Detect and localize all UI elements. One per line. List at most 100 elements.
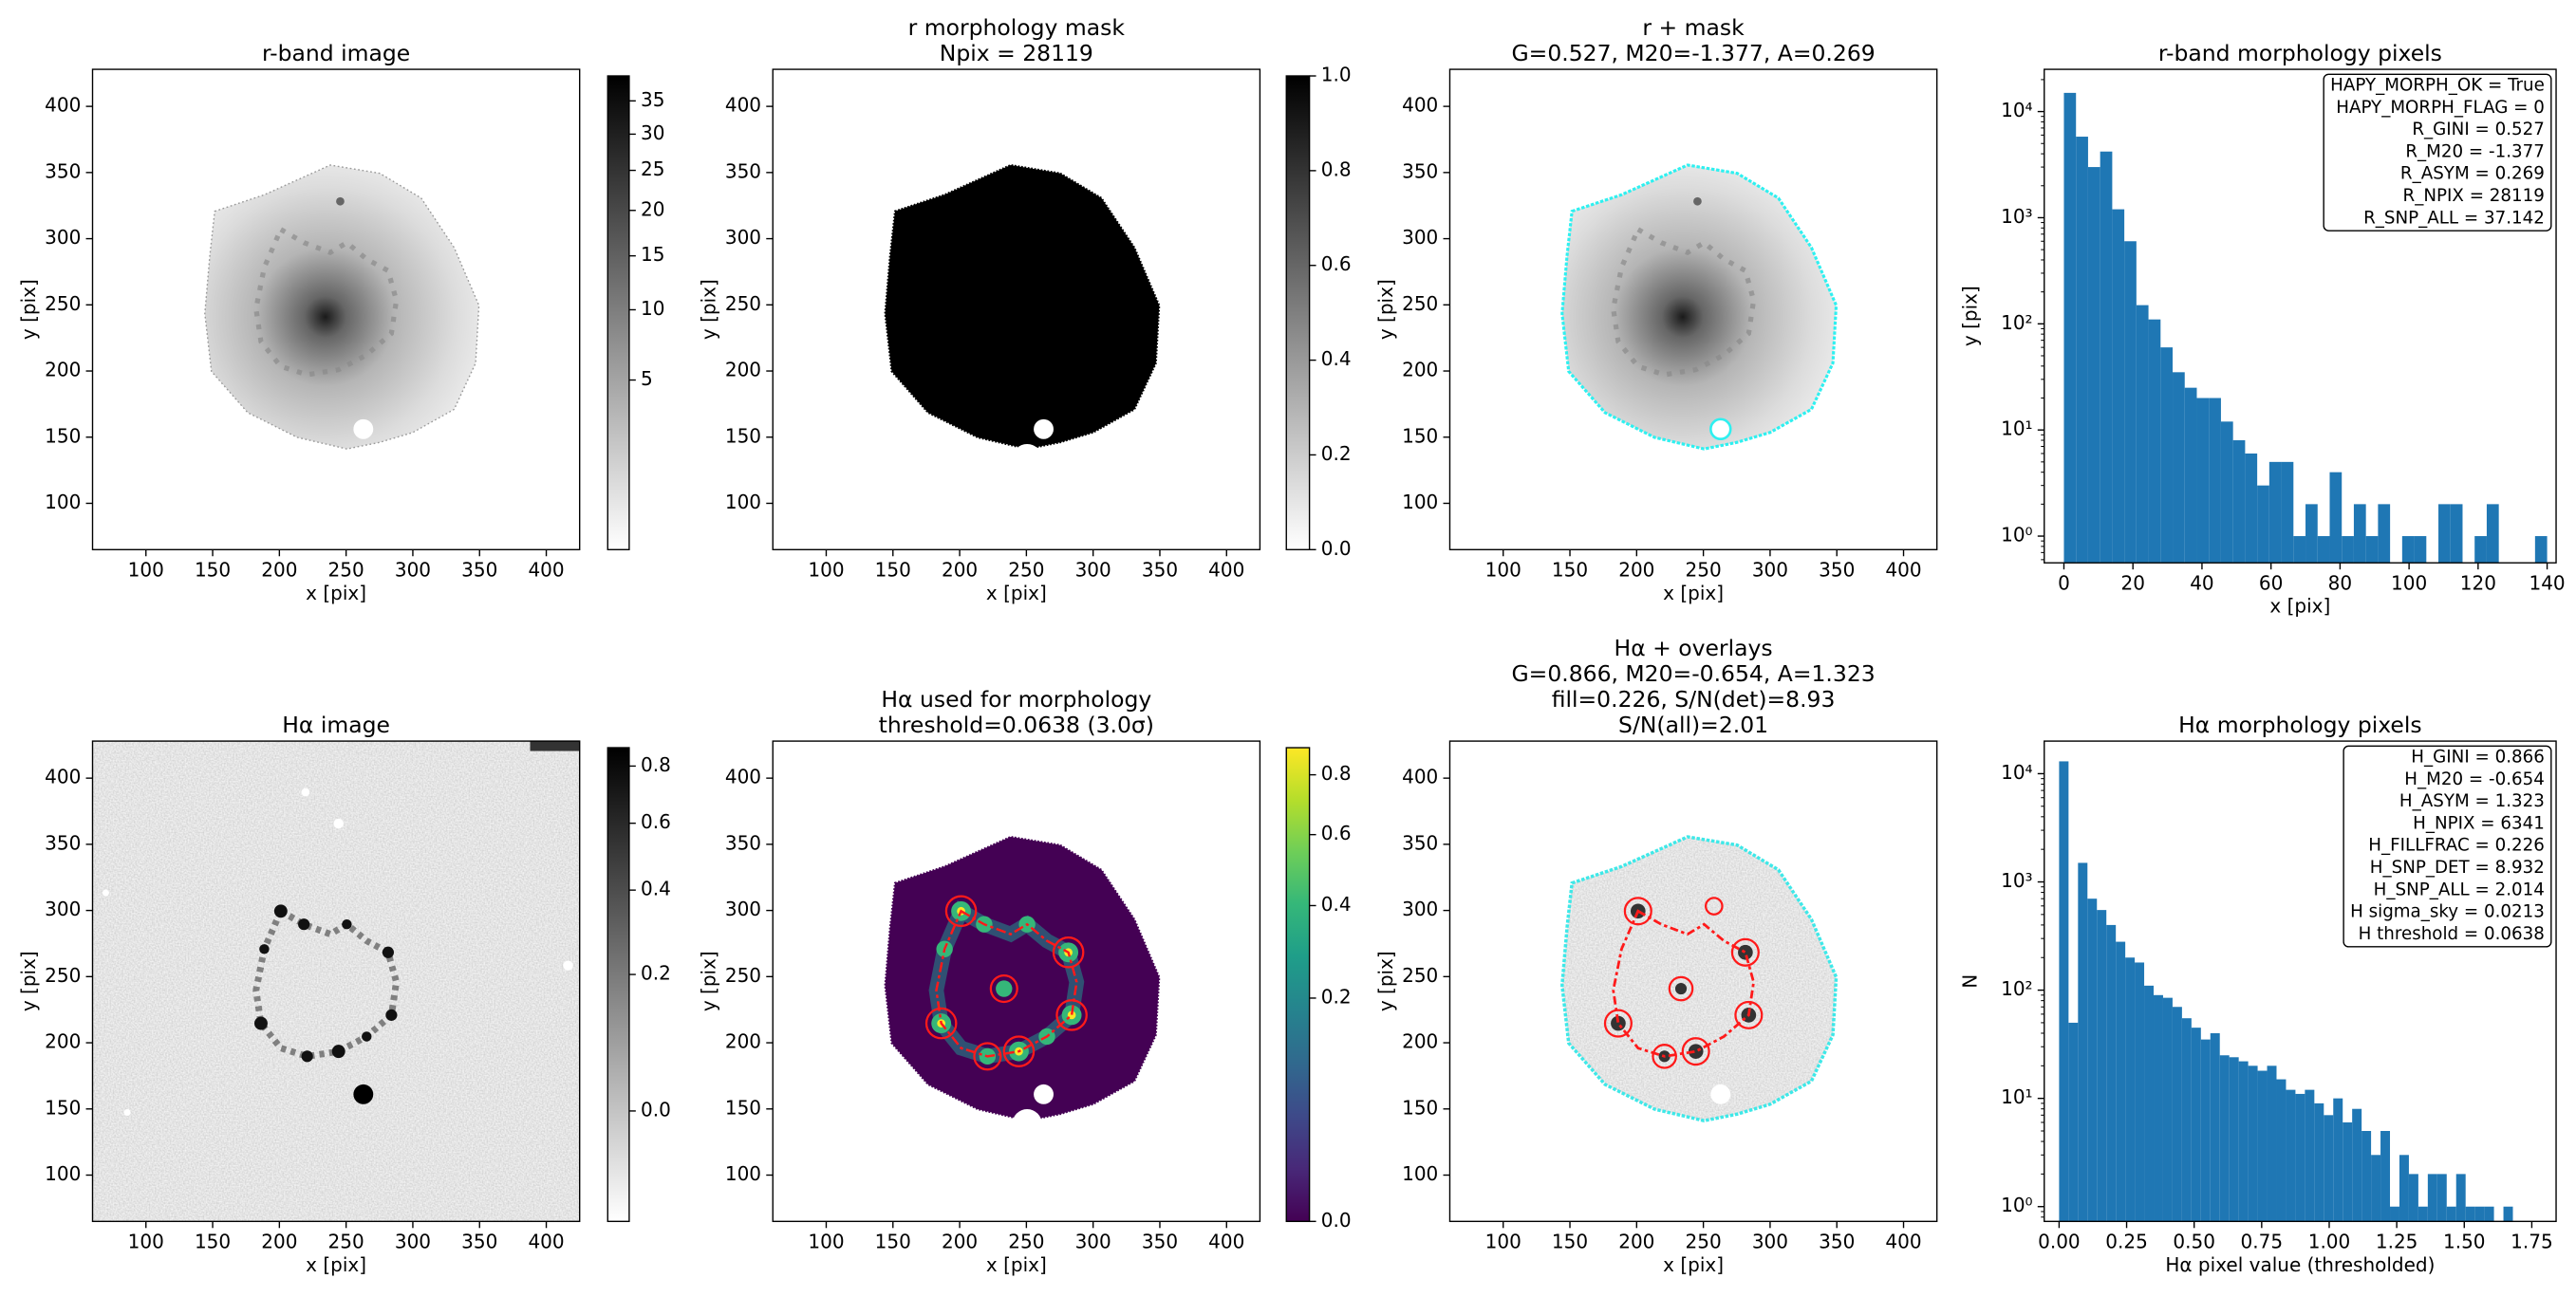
y-tick-label: 100 [1402, 491, 1438, 513]
halpha-image [92, 741, 580, 1222]
histogram-bar [2305, 1089, 2315, 1222]
histogram-bar [2238, 1061, 2249, 1222]
x-tick-label: 400 [1208, 1230, 1244, 1252]
axes-frame [2044, 740, 2557, 1223]
histogram-bar [2353, 504, 2366, 564]
halpha-overlay-image-g-circle [1738, 944, 1753, 960]
y-tick-label: 400 [1402, 766, 1438, 788]
x-tick-label: 300 [1075, 558, 1111, 581]
mask-image-circle [1012, 443, 1042, 474]
x-tick-label: 120 [2460, 571, 2496, 594]
x-tick-label: 200 [1618, 1230, 1654, 1252]
colorbar-tick-label: 0.0 [1321, 537, 1352, 560]
x-axis-label: x [pix] [986, 1253, 1047, 1276]
halpha-image-g-circle [382, 946, 394, 958]
x-tick-label: 100 [2391, 571, 2427, 594]
y-tick-label: 10¹ [2001, 417, 2032, 440]
halpha-morph-image-g-circle [973, 1042, 1002, 1071]
y-tick-label: 150 [1402, 424, 1438, 447]
y-tick-label: 200 [725, 359, 761, 381]
y-tick-label: 250 [725, 292, 761, 315]
y-tick-label: 350 [1402, 831, 1438, 854]
colorbar-tick-label: 35 [641, 88, 664, 111]
annotation-line: R_SNP_ALL = 37.142 [2363, 208, 2545, 228]
x-axis-label: x [pix] [306, 1253, 366, 1276]
histogram-bar [2314, 1102, 2324, 1222]
histogram-bar [2184, 387, 2197, 564]
panel-title: fill=0.226, S/N(det)=8.93 [1552, 686, 1836, 713]
halpha-image-circle [353, 1084, 374, 1104]
r-band-image-circle [336, 196, 345, 206]
x-tick-label: 1.75 [2511, 1230, 2553, 1252]
x-tick-label: 60 [2259, 571, 2283, 594]
y-tick-label: 150 [45, 424, 81, 447]
y-tick-label: 200 [725, 1030, 761, 1053]
x-tick-label: 350 [1819, 558, 1855, 581]
annotation-line: H_FILLFRAC = 0.226 [2368, 836, 2545, 856]
panel-title: G=0.866, M20=-0.654, A=1.323 [1511, 660, 1875, 687]
histogram-bar [2248, 1065, 2258, 1222]
x-tick-label: 150 [195, 1230, 231, 1252]
histogram-bar [2173, 372, 2185, 564]
annotation-line: H sigma_sky = 0.0213 [2350, 902, 2545, 922]
x-tick-label: 0.00 [2038, 1230, 2081, 1252]
histogram-bar [2450, 504, 2463, 564]
y-tick-label: 400 [725, 766, 761, 788]
x-tick-label: 1.00 [2308, 1230, 2351, 1252]
histogram-bar [2352, 1108, 2362, 1222]
x-tick-label: 1.50 [2443, 1230, 2486, 1252]
histogram-bar [2474, 536, 2487, 564]
histogram-bar [2414, 536, 2427, 564]
x-tick-label: 80 [2328, 571, 2352, 594]
halpha-overlay-image-g-circle [1603, 1009, 1633, 1038]
x-tick-label: 150 [195, 558, 231, 581]
colorbar-tick-label: 0.8 [1321, 157, 1352, 180]
x-tick-label: 400 [1208, 558, 1244, 581]
colorbar-tick-label: 0.6 [641, 810, 671, 833]
y-tick-label: 400 [725, 94, 761, 117]
halpha-image-g [102, 787, 573, 1116]
halpha-overlay-image-g [1603, 897, 1764, 1069]
histogram-bar [2257, 1070, 2268, 1222]
histogram-bar [2281, 461, 2294, 564]
halpha-morph-image-circle [1012, 1109, 1042, 1140]
x-tick-label: 200 [942, 1230, 978, 1252]
histogram-bar [2268, 461, 2282, 564]
x-axis-label: x [pix] [1663, 1253, 1724, 1276]
y-tick-label: 150 [725, 424, 761, 447]
histogram-bar [2286, 1089, 2296, 1222]
y-tick-label: 200 [1402, 359, 1438, 381]
y-tick-label: 10⁰ [2001, 1194, 2032, 1216]
halpha-morph-image-g-circle [944, 895, 978, 928]
halpha-overlay-image-g-circle [1674, 982, 1688, 995]
halpha-overlay-image-g-circle [1623, 897, 1652, 926]
x-tick-label: 300 [395, 558, 431, 581]
y-tick-label: 300 [1402, 898, 1438, 920]
r-mask-overlay [1560, 163, 1839, 451]
x-tick-label: 150 [875, 1230, 911, 1252]
annotation-line: HAPY_MORPH_FLAG = 0 [2336, 98, 2545, 118]
halpha-morph-image-circle [1034, 1084, 1054, 1104]
halpha-overlay-image-use [1561, 836, 1837, 1121]
x-tick-label: 0.75 [2241, 1230, 2284, 1252]
y-tick-label: 200 [45, 359, 81, 381]
halpha-image-rect [92, 741, 580, 1222]
panel-title: r-band image [262, 40, 410, 66]
x-tick-label: 150 [1552, 1230, 1588, 1252]
histogram-bar [2125, 957, 2136, 1222]
y-axis-label: N [1959, 974, 1982, 989]
colorbar-tick-label: 0.2 [1321, 442, 1352, 465]
x-tick-label: 100 [1485, 1230, 1521, 1252]
histogram-bar [2063, 92, 2077, 564]
panel-title: G=0.527, M20=-1.377, A=0.269 [1511, 40, 1875, 66]
r-band-image-use [203, 164, 480, 451]
halpha-overlay-image-g-circle [1688, 1044, 1704, 1059]
halpha-morph-image-g-circle [989, 973, 1018, 1004]
y-tick-label: 100 [1402, 1162, 1438, 1185]
x-axis-label: x [pix] [2269, 595, 2330, 618]
halpha-image-g-circle [301, 787, 310, 797]
histogram-bar [2087, 899, 2098, 1222]
halpha-morph-image [884, 835, 1161, 1140]
